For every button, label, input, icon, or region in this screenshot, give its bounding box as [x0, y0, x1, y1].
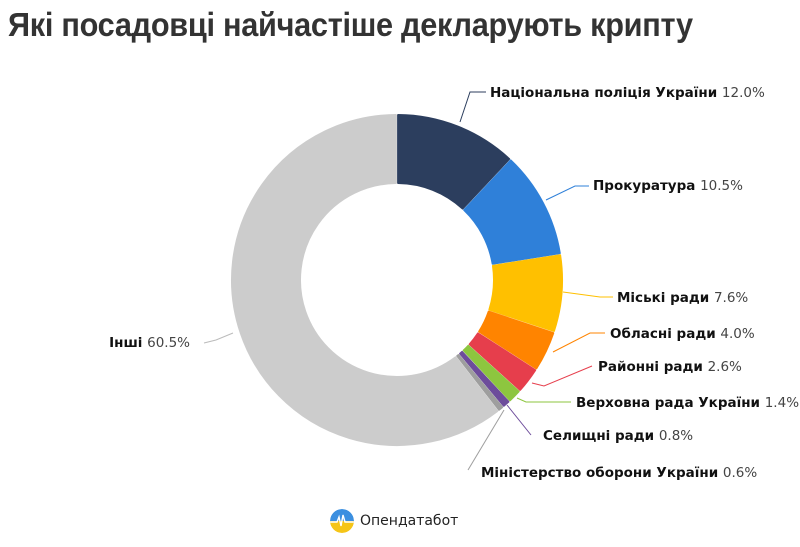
- slice-label-name: Національна поліція України: [490, 85, 722, 101]
- slice-label-name: Прокуратура: [593, 178, 700, 194]
- slice-label-name: Міські ради: [617, 290, 714, 306]
- slice-label: Національна поліція України 12.0%: [490, 85, 765, 101]
- donut-slice[interactable]: [397, 114, 511, 210]
- leader-line: [203, 332, 234, 344]
- donut-slices: [231, 114, 563, 446]
- leader-line: [531, 365, 593, 387]
- leader-line: [562, 291, 613, 298]
- leader-line: [467, 409, 505, 471]
- donut-slice[interactable]: [459, 350, 510, 407]
- donut-slice[interactable]: [456, 354, 504, 411]
- leader-line: [552, 332, 605, 353]
- slice-label-percent: 0.8%: [659, 428, 693, 444]
- slice-label: Інші 60.5%: [109, 335, 190, 351]
- slice-label-name: Обласні ради: [610, 326, 720, 342]
- slice-label-percent: 10.5%: [700, 178, 743, 194]
- slice-label-percent: 60.5%: [147, 335, 190, 351]
- leader-line: [516, 397, 571, 403]
- slice-label-percent: 4.0%: [720, 326, 754, 342]
- brand-name: Опендатабот: [360, 513, 459, 529]
- slice-label: Районні ради 2.6%: [598, 359, 742, 375]
- donut-slice[interactable]: [488, 254, 563, 332]
- slice-label: Обласні ради 4.0%: [610, 326, 755, 342]
- donut-slice[interactable]: [463, 159, 561, 265]
- slice-label: Селищні ради 0.8%: [543, 428, 693, 444]
- slice-label-percent: 1.4%: [765, 395, 799, 411]
- leader-line: [506, 404, 532, 436]
- slice-label-name: Інші: [109, 335, 147, 351]
- opendatabot-logo-icon: [330, 509, 354, 533]
- leader-line: [545, 185, 589, 201]
- slice-label: Прокуратура 10.5%: [593, 178, 743, 194]
- donut-slice[interactable]: [478, 310, 555, 370]
- donut-slice[interactable]: [468, 332, 537, 391]
- slice-label-percent: 12.0%: [722, 85, 765, 101]
- donut-slice[interactable]: [231, 114, 499, 446]
- slice-label-name: Міністерство оборони України: [481, 465, 723, 481]
- donut-slice[interactable]: [462, 344, 520, 402]
- slice-label-percent: 2.6%: [708, 359, 742, 375]
- slice-label-name: Верховна рада України: [576, 395, 765, 411]
- leader-line: [459, 91, 486, 123]
- brand-footer: Опендатабот: [330, 509, 458, 533]
- slice-label-percent: 0.6%: [723, 465, 757, 481]
- slice-label: Міністерство оборони України 0.6%: [481, 465, 757, 481]
- slice-label: Верховна рада України 1.4%: [576, 395, 799, 411]
- slice-label-name: Селищні ради: [543, 428, 659, 444]
- slice-label: Міські ради 7.6%: [617, 290, 748, 306]
- slice-label-percent: 7.6%: [714, 290, 748, 306]
- slice-labels: Національна поліція України 12.0% Прокура…: [109, 85, 799, 481]
- slice-label-name: Районні ради: [598, 359, 708, 375]
- leader-lines: [203, 91, 613, 471]
- chart-title: Які посадовці найчастіше декларують крип…: [8, 6, 693, 43]
